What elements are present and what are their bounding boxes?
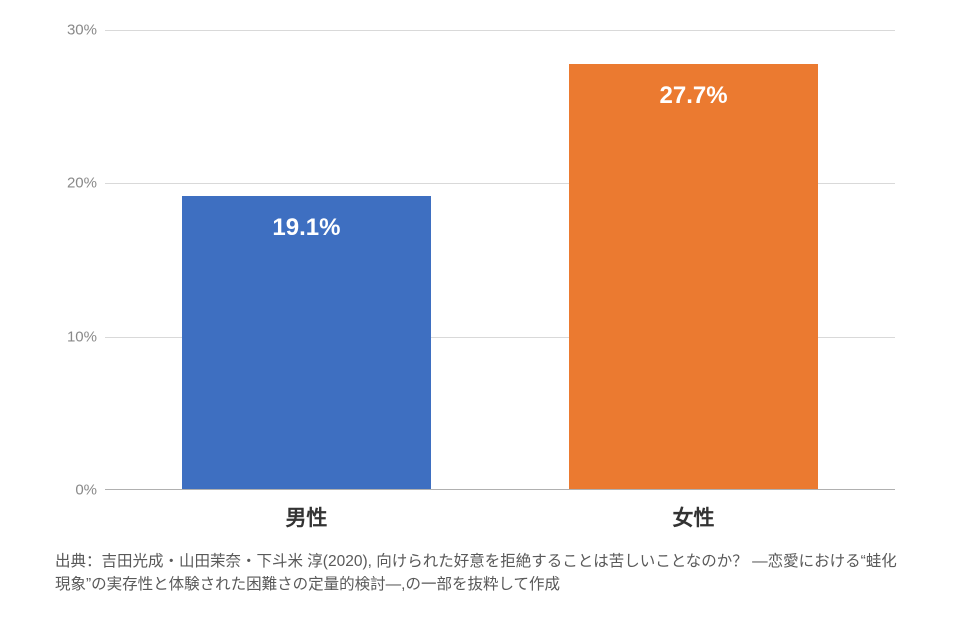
bar-value-label: 27.7%: [569, 82, 818, 110]
bar: 27.7%: [569, 64, 818, 489]
y-axis-label: 0%: [47, 482, 97, 499]
x-axis-label: 女性: [644, 502, 744, 532]
citation-text: 出典：吉田光成・山田茉奈・下斗米 淳(2020), 向けられた好意を拒絶すること…: [55, 550, 910, 597]
bar: 19.1%: [182, 196, 431, 489]
bar-value-label: 19.1%: [182, 214, 431, 242]
plot-area: 19.1% 27.7%: [105, 30, 895, 490]
y-axis-label: 20%: [47, 175, 97, 192]
chart-container: 19.1% 27.7% 0% 10% 20% 30% 男性 女性 出典：吉田光成・山田茉奈…: [0, 0, 959, 618]
y-axis-label: 30%: [47, 22, 97, 39]
x-axis-label: 男性: [256, 502, 356, 532]
y-axis-label: 10%: [47, 328, 97, 345]
gridline: [105, 30, 895, 31]
